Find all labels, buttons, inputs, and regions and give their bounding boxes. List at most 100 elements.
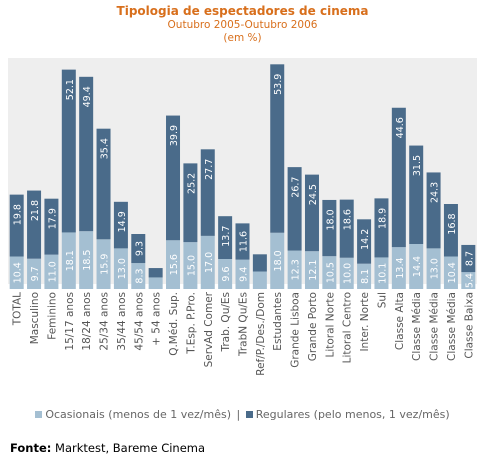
bar-regulares: [96, 128, 111, 240]
x-tick-label: Masculino: [29, 292, 41, 344]
data-label-regulares: 18.0: [325, 209, 336, 230]
legend-label-regulares: Regulares (pelo menos, 1 vez/mês): [255, 408, 450, 421]
bar-ocasionais: [218, 259, 233, 289]
x-tick-label: Classe Alta: [394, 292, 406, 350]
chart-title: Tipologia de espectadores de cinema: [116, 4, 369, 18]
x-tick-label: 35/44 anos: [116, 292, 128, 351]
legend-label-ocasionais: Ocasionais (menos de 1 vez/mês): [45, 408, 231, 421]
x-tick-label: Q.Méd. Sup.: [168, 292, 180, 356]
bar-ocasionais: [44, 254, 59, 289]
bar-regulares: [357, 219, 372, 264]
data-label-ocasionais: 10.4: [447, 262, 458, 283]
data-label-regulares: 14.9: [117, 211, 128, 232]
legend-separator: |: [236, 408, 241, 421]
data-label-regulares: 17.9: [47, 208, 58, 229]
bar-regulares: [148, 268, 163, 278]
bar-ocasionais: [148, 277, 163, 289]
x-tick-label: Classe Média: [429, 292, 441, 361]
x-tick-label: Litoral Centro: [342, 292, 354, 363]
data-label-regulares: 52.1: [65, 79, 76, 100]
x-tick-label: Ref/P./Des./Dom: [255, 292, 267, 376]
data-label-regulares: 16.8: [447, 213, 458, 234]
x-tick-label: Inter. Norte: [359, 292, 371, 352]
bar-ocasionais: [235, 259, 250, 289]
stacked-bar-chart: 10.4 19.8 TOTAL 9.7 21.8 Masculino 11.0 17.9 Fem…: [8, 58, 477, 376]
data-label-regulares: 53.9: [273, 74, 284, 95]
legend-swatch-regulares: [245, 411, 253, 418]
data-label-regulares: 25.2: [186, 173, 197, 194]
x-tick-label: TOTAL: [12, 292, 24, 326]
legend-swatch-ocasionais: [35, 411, 43, 418]
bar-regulares: [183, 163, 198, 243]
data-label-ocasionais: 11.0: [47, 261, 58, 282]
bar-ocasionais: [357, 263, 372, 289]
data-label-ocasionais: 8.3: [134, 268, 145, 283]
data-label-regulares: 19.8: [13, 204, 24, 225]
bar-regulares: [200, 149, 215, 236]
bar-ocasionais: [287, 250, 302, 289]
bar-ocasionais: [426, 248, 441, 289]
data-label-ocasionais: 10.0: [343, 263, 354, 284]
data-label-regulares: 18.6: [343, 209, 354, 230]
x-tick-label: Sul: [376, 292, 388, 308]
x-tick-label: 18/24 anos: [81, 292, 93, 351]
x-tick-label: Classe Média: [446, 292, 458, 361]
legend-item-regulares: Regulares (pelo menos, 1 vez/mês): [245, 408, 450, 421]
data-label-ocasionais: 10.1: [377, 263, 388, 284]
data-label-regulares: 31.5: [412, 155, 423, 176]
data-label-regulares: 14.2: [360, 229, 371, 250]
data-label-ocasionais: 14.4: [412, 256, 423, 277]
x-tick-label: Estudantes: [272, 292, 284, 351]
bar-regulares: [461, 244, 476, 273]
bar-ocasionais: [339, 257, 354, 289]
bar-ocasionais: [322, 256, 337, 289]
bar-regulares: [131, 234, 146, 264]
bar-ocasionais: [61, 232, 76, 289]
bar-ocasionais: [79, 231, 94, 289]
title-block: Tipologia de espectadores de cinema Outu…: [0, 4, 485, 45]
bar-regulares: [61, 69, 76, 233]
data-label-ocasionais: 12.3: [291, 259, 302, 280]
bar-regulares: [374, 198, 389, 258]
x-tick-label: Feminino: [46, 292, 58, 340]
data-label-ocasionais: 13.0: [430, 258, 441, 279]
bar-regulares: [391, 107, 406, 248]
data-label-regulares: 21.8: [30, 200, 41, 221]
bar-regulares: [287, 167, 302, 251]
data-label-regulares: 8.7: [464, 251, 475, 266]
data-label-ocasionais: 9.6: [221, 266, 232, 281]
data-label-ocasionais: 13.0: [117, 258, 128, 279]
data-label-regulares: 44.6: [395, 117, 406, 138]
source-label: Fonte:: [10, 441, 52, 455]
data-label-ocasionais: 18.1: [65, 250, 76, 271]
x-tick-label: Grande Lisboa: [290, 292, 302, 368]
x-tick-label: Trab. Qu/Es: [220, 292, 232, 353]
bar-ocasionais: [443, 256, 458, 289]
bar-regulares: [339, 199, 354, 258]
data-label-ocasionais: 17.0: [204, 252, 215, 273]
bar-regulares: [235, 223, 250, 260]
data-label-ocasionais: 9.7: [30, 266, 41, 281]
data-label-regulares: 9.3: [134, 241, 145, 256]
data-label-ocasionais: 15.9: [100, 254, 111, 275]
bar-regulares: [113, 201, 128, 249]
bar-regulares: [79, 76, 94, 232]
bar-regulares: [304, 174, 319, 252]
bar-regulares: [252, 254, 267, 272]
bar-regulares: [443, 204, 458, 257]
data-label-regulares: 39.9: [169, 125, 180, 146]
bar-ocasionais: [166, 240, 181, 289]
x-tick-label: Grande Porto: [307, 292, 319, 361]
data-label-regulares: 11.6: [239, 231, 250, 252]
data-label-ocasionais: 15.0: [186, 255, 197, 276]
data-label-ocasionais: 10.4: [13, 262, 24, 283]
bar-ocasionais: [461, 272, 476, 289]
bar-regulares: [44, 198, 59, 255]
source-note: Fonte: Marktest, Bareme Cinema: [10, 441, 205, 455]
data-label-ocasionais: 13.4: [395, 257, 406, 278]
data-label-regulares: 18.9: [377, 208, 388, 229]
chart-unit: (em %): [223, 32, 262, 44]
bar-ocasionais: [27, 258, 42, 289]
data-label-regulares: 26.7: [291, 177, 302, 198]
